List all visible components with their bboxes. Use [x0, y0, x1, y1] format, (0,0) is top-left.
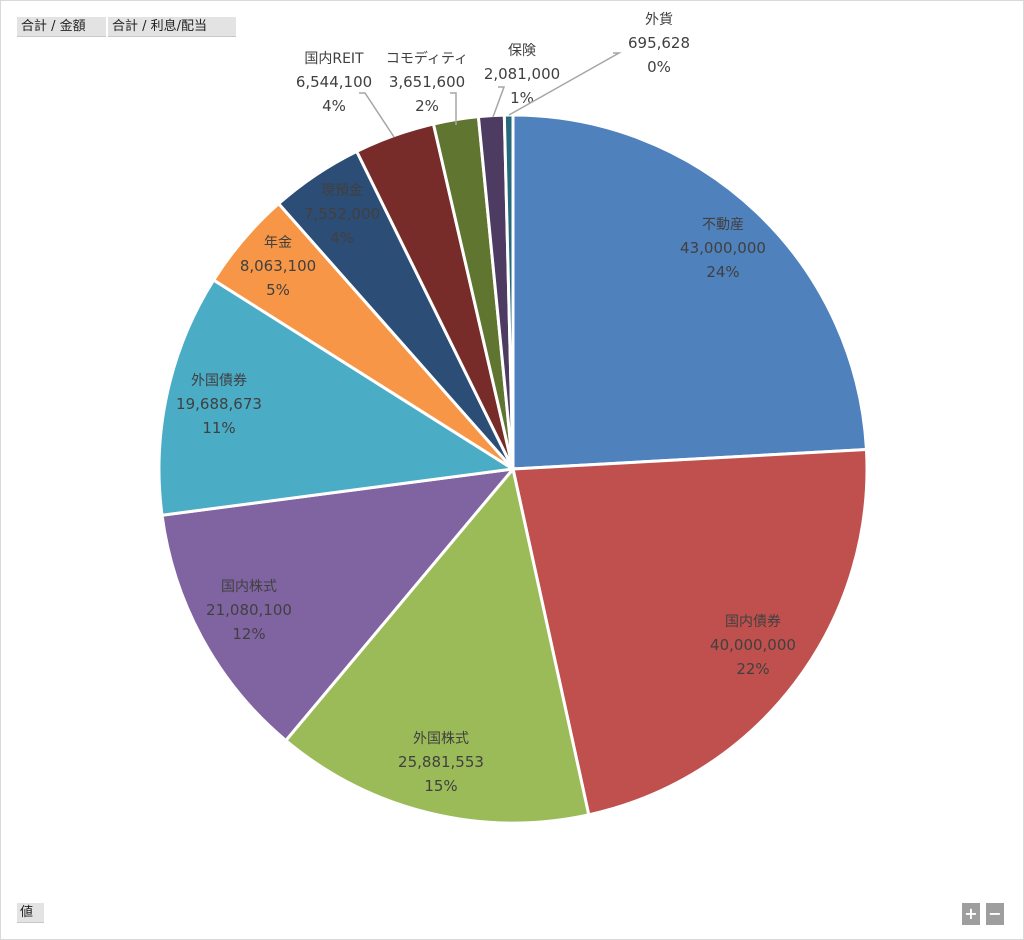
slice-percent-label: 12%	[232, 625, 265, 643]
slice-label-8: コモディティ 3,651,600 2%	[386, 50, 468, 115]
slice-percent-label: 1%	[510, 89, 534, 107]
slice-value-label: 25,881,553	[398, 753, 484, 771]
slice-percent-label: 0%	[647, 58, 671, 76]
field-button-values[interactable]: 値	[17, 903, 44, 923]
slice-label-3: 国内株式 21,080,100 12%	[206, 579, 292, 643]
slice-label-0: 不動産 43,000,000 24%	[680, 217, 766, 281]
slice-category-label: 国内債券	[725, 614, 781, 630]
slice-category-label: コモディティ	[386, 50, 468, 67]
slice-category-label: 不動産	[702, 217, 744, 233]
slice-label-6: 現預金 7,552,000 4%	[304, 183, 380, 247]
slice-percent-label: 4%	[330, 229, 354, 247]
slice-percent-label: 24%	[706, 263, 739, 281]
slice-category-label: 現預金	[321, 183, 363, 199]
slice-percent-label: 5%	[266, 281, 290, 299]
pie-slice-10[interactable]	[502, 113, 515, 470]
slice-percent-label: 4%	[322, 97, 346, 115]
slice-label-9: 保険 2,081,000 1%	[484, 43, 560, 107]
slice-category-label: 保険	[508, 43, 536, 59]
slice-category-label: 国内REIT	[304, 51, 364, 67]
slice-value-label: 19,688,673	[176, 395, 262, 413]
pie-slice-4[interactable]	[157, 277, 518, 517]
pie-slice-0[interactable]	[511, 113, 869, 471]
slice-label-7: 国内REIT 6,544,100 4%	[296, 51, 372, 115]
slice-value-label: 40,000,000	[710, 636, 796, 654]
pie-slice-2[interactable]	[283, 465, 591, 825]
slice-category-label: 外国債券	[191, 373, 247, 389]
leader-line-9	[492, 86, 506, 118]
slice-value-label: 2,081,000	[484, 65, 560, 83]
slice-value-label: 7,552,000	[304, 205, 380, 223]
slice-percent-label: 22%	[736, 660, 769, 678]
expand-button[interactable]: +	[962, 903, 980, 925]
leader-line-7	[359, 92, 395, 138]
slice-category-label: 国内株式	[221, 579, 277, 595]
slice-label-4: 外国債券 19,688,673 11%	[176, 373, 262, 437]
slice-label-2: 外国株式 25,881,553 15%	[398, 731, 484, 795]
slice-value-label: 8,063,100	[240, 257, 316, 275]
leader-line-10	[508, 52, 622, 116]
pie-slice-1[interactable]	[511, 447, 869, 817]
slice-label-1: 国内債券 40,000,000 22%	[710, 614, 796, 678]
field-button-sum-interest[interactable]: 合計 / 利息/配当	[108, 17, 236, 37]
slice-value-label: 3,651,600	[389, 73, 465, 91]
field-button-sum-amount[interactable]: 合計 / 金額	[17, 17, 106, 37]
slice-value-label: 6,544,100	[296, 73, 372, 91]
slice-value-label: 43,000,000	[680, 239, 766, 257]
slice-label-5: 年金 8,063,100 5%	[240, 235, 316, 299]
slice-percent-label: 2%	[415, 97, 439, 115]
pie-slice-3[interactable]	[160, 467, 517, 743]
slice-value-label: 695,628	[628, 34, 690, 52]
collapse-button[interactable]: −	[986, 903, 1004, 925]
slice-category-label: 外貨	[645, 11, 673, 28]
slice-value-label: 21,080,100	[206, 601, 292, 619]
slice-category-label: 年金	[264, 235, 292, 251]
slice-percent-label: 15%	[424, 777, 457, 795]
slice-percent-label: 11%	[202, 419, 235, 437]
leader-line-8	[450, 92, 457, 125]
slice-category-label: 外国株式	[413, 731, 469, 747]
slice-label-10: 外貨 695,628 0%	[628, 11, 690, 76]
